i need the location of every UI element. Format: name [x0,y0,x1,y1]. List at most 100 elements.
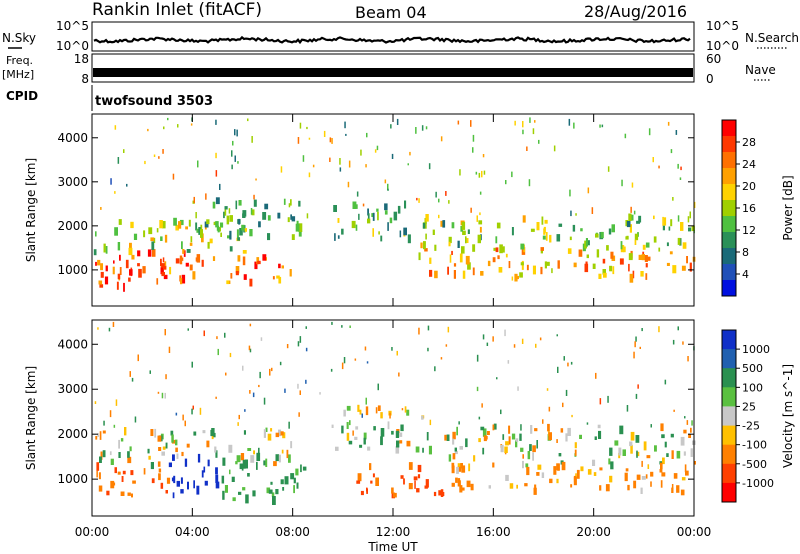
noise-right-tick-top: 10^5 [706,19,739,33]
echo-cell [235,271,239,276]
echo-cell [422,222,426,229]
echo-cell [243,430,246,435]
echo-cell [124,427,127,436]
colorbar-swatch [722,152,736,169]
echo-cell [170,430,174,436]
echo-cell [610,461,614,470]
echo-cell [335,446,339,451]
echo-cell [117,471,121,475]
colorbar-tick-label: 1000 [742,343,770,356]
colorbar-tick-label: -1000 [742,477,774,490]
scatter-echo [634,341,636,348]
echo-cell [180,278,183,285]
scatter-echo [687,216,690,223]
scatter-echo [687,356,689,362]
echo-cell [105,246,108,254]
echo-cell [201,470,204,478]
echo-cell [449,254,452,263]
noise-right-label: N.Search [745,31,799,45]
echo-cell [162,446,166,450]
scatter-echo [234,155,236,162]
scatter-echo [542,419,544,424]
scatter-echo [689,211,691,219]
scatter-echo [421,125,424,131]
scatter-echo [520,424,522,431]
echo-cells [93,117,696,292]
echo-cell [407,234,411,244]
scatter-echo [630,206,632,213]
scatter-echo [236,129,238,137]
scatter-echo [562,402,564,408]
scatter-echo [191,361,193,368]
echo-cell [380,235,383,242]
echo-cell [377,405,381,411]
scatter-echo [440,136,443,142]
echo-cell [487,260,491,267]
echo-cell [446,434,450,441]
echo-cell [493,247,496,251]
echo-cell [592,459,596,466]
echo-cell [231,476,235,482]
scatter-echo [391,153,394,159]
echo-cell [400,424,404,432]
echo-cell [448,241,451,247]
echo-cell [460,225,463,232]
echo-cell [671,484,674,493]
scatter-echo [486,342,489,346]
echo-cell [133,233,138,240]
echo-cell [160,236,163,241]
echo-cell [508,425,511,434]
scatter-echo [569,189,571,197]
scatter-echo [253,194,255,200]
echo-cell [355,224,358,231]
echo-cell [636,220,640,224]
echo-cell [164,234,168,243]
echo-cell [360,490,364,496]
echo-cell [147,249,152,257]
echo-cell [290,441,293,449]
scatter-echo [667,121,670,126]
echo-cell [472,267,475,276]
scatter-echo [607,395,609,403]
echo-cell [556,463,560,471]
echo-cell [424,248,428,252]
echo-cell [380,428,385,437]
echo-cell [576,469,580,479]
echo-cell [252,490,256,497]
colorbar-swatch [722,232,736,249]
echo-cell [440,220,443,227]
echo-cell [421,415,424,420]
echo-cell [290,214,292,220]
echo-cell [537,464,542,470]
scatter-echo [97,327,99,330]
echo-cell [499,244,503,254]
colorbar-tick-label: -25 [742,420,760,433]
echo-cell [438,490,442,496]
echo-cell [169,266,172,275]
echo-cell [197,453,201,463]
echo-cell [461,465,466,473]
echo-cell [267,433,272,441]
echo-cell [110,458,114,465]
echo-cell [196,254,201,263]
echo-cell [237,237,240,241]
echo-cell [585,261,588,267]
echo-cell [127,456,132,464]
echo-cell [262,212,267,220]
scatter-echo [177,124,179,128]
scatter-echo [483,170,486,175]
echo-cell [131,493,133,498]
echo-cell [467,229,470,234]
colorbar-tick-label: 12 [742,224,756,237]
echo-cell [270,481,273,485]
echo-cell [247,448,252,451]
echo-cell [520,447,524,452]
echo-cell [256,461,258,470]
echo-cell [672,265,677,274]
echo-cell [609,447,613,456]
scatter-echo [308,172,311,178]
echo-cell [540,249,543,254]
echo-cell [229,246,233,252]
echo-cell [511,433,516,440]
echo-cell [533,487,537,495]
